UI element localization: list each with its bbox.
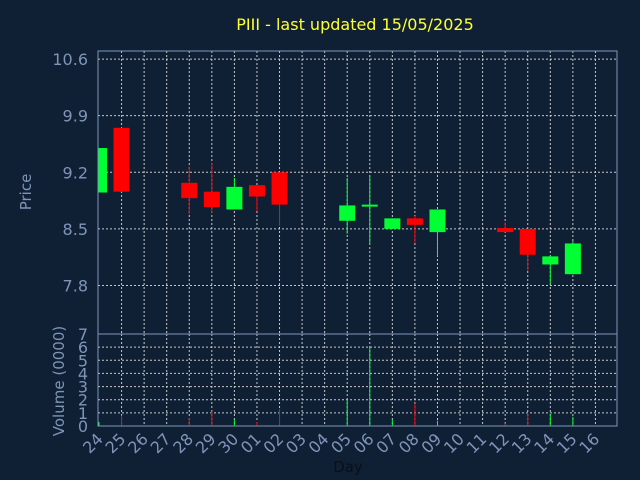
volume-tick-label: 6 — [78, 338, 88, 357]
x-axis-label: Day — [333, 458, 363, 476]
volume-grid — [98, 334, 617, 426]
volume-tick-label: 5 — [78, 351, 88, 370]
candle-body — [339, 205, 356, 221]
candle-body — [248, 185, 265, 197]
x-tick-labels: 2425262728293001020304050607080910111213… — [79, 429, 603, 457]
volume-tick-label: 3 — [78, 378, 88, 397]
volume-tick-label: 4 — [78, 364, 88, 383]
candle-body — [429, 209, 446, 233]
volume-axis-label: Volume (0000) — [50, 326, 68, 436]
candle-body — [519, 228, 536, 255]
chart-title: PIII - last updated 15/05/2025 — [236, 15, 474, 34]
candles — [98, 127, 581, 284]
candle-body — [384, 218, 401, 229]
price-tick-label: 8.5 — [63, 220, 88, 239]
volume-tick-label: 2 — [78, 391, 88, 410]
price-tick-labels: 10.6 9.9 9.2 8.5 7.8 — [52, 50, 88, 295]
price-tick-label: 7.8 — [63, 276, 88, 295]
candle-body — [406, 218, 423, 225]
volume-tick-label: 7 — [78, 325, 88, 344]
candle-body — [564, 243, 581, 275]
volume-tick-label: 1 — [78, 404, 88, 423]
candle-body — [542, 256, 559, 265]
candle-body — [497, 228, 514, 233]
candle-body — [361, 204, 378, 207]
price-panel-frame — [97, 50, 618, 335]
price-axis-label: Price — [17, 174, 35, 211]
volume-tick-label: 0 — [78, 417, 88, 436]
candle-body — [98, 148, 107, 193]
candle-body — [181, 182, 198, 199]
candle-body — [271, 172, 288, 205]
price-tick-label: 10.6 — [52, 50, 88, 69]
price-grid — [98, 51, 617, 334]
volume-panel-frame — [97, 333, 618, 427]
candle-body — [113, 127, 130, 192]
x-tick-label: 16 — [575, 429, 603, 457]
candle-body — [203, 191, 220, 208]
volume-bars — [98, 347, 574, 426]
price-tick-label: 9.2 — [63, 163, 88, 182]
candle-body — [226, 186, 243, 210]
price-tick-label: 9.9 — [63, 107, 88, 126]
